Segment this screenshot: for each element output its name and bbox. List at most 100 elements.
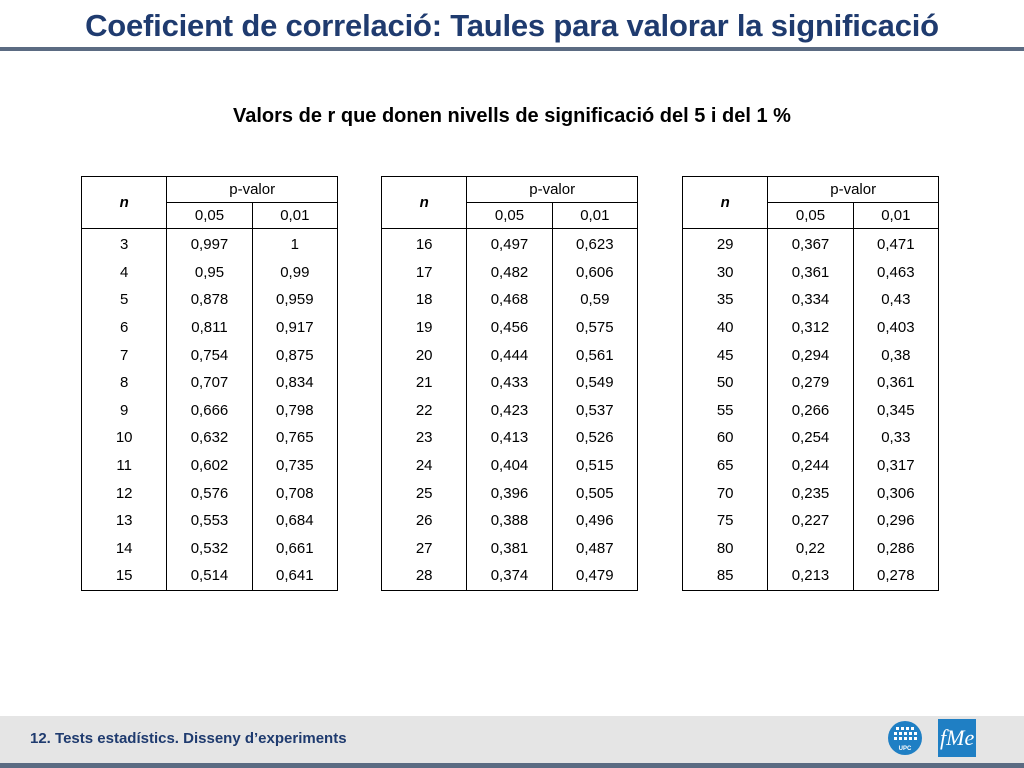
table-row: 9 0,666 0,798 [80, 396, 339, 425]
n-cell: 50 [681, 368, 769, 397]
table-row: 75 0,227 0,296 [681, 506, 940, 535]
table-row: 17 0,482 0,606 [380, 258, 639, 287]
table-row: 40 0,312 0,403 [681, 313, 940, 342]
r-005-cell: 0,334 [767, 286, 854, 314]
table-header-row: n p-valor [80, 176, 338, 229]
n-cell: 55 [681, 396, 769, 425]
r-001-cell: 0,278 [852, 562, 940, 591]
table-row: 16 0,497 0,623 [380, 228, 639, 259]
r-001-cell: 0,99 [251, 258, 339, 287]
r-001-cell: 0,537 [551, 396, 639, 425]
r-005-cell: 0,754 [166, 341, 253, 369]
r-001-cell: 1 [251, 228, 339, 259]
pvalue-005-header: 0,05 [166, 202, 253, 229]
table-row: 11 0,602 0,735 [80, 451, 339, 480]
r-005-cell: 0,381 [466, 534, 553, 563]
r-005-cell: 0,235 [767, 479, 854, 507]
title-divider [0, 47, 1024, 51]
n-cell: 25 [380, 479, 468, 507]
n-cell: 18 [380, 286, 468, 314]
table-row: 3 0,997 1 [80, 228, 339, 259]
r-001-cell: 0,561 [551, 341, 639, 369]
table-header-row: n p-valor [380, 176, 638, 229]
pvalue-001-header: 0,01 [251, 202, 339, 229]
n-cell: 10 [80, 424, 168, 452]
r-005-cell: 0,374 [466, 562, 553, 591]
r-001-cell: 0,834 [251, 368, 339, 397]
n-cell: 20 [380, 341, 468, 369]
slide-title: Coeficient de correlació: Taules para va… [85, 8, 939, 43]
n-cell: 8 [80, 368, 168, 397]
table-row: 12 0,576 0,708 [80, 479, 339, 507]
n-cell: 7 [80, 341, 168, 369]
r-001-cell: 0,38 [852, 341, 940, 369]
n-cell: 23 [380, 424, 468, 452]
table-row: 18 0,468 0,59 [380, 286, 639, 314]
n-cell: 85 [681, 562, 769, 591]
n-cell: 4 [80, 258, 168, 287]
table-row: 14 0,532 0,661 [80, 534, 339, 563]
footer-divider [0, 763, 1024, 768]
r-001-cell: 0,515 [551, 451, 639, 480]
correlation-table-1: n p-valor 0,05 0,01 3 0,997 1 4 0,95 0,99 5 0,878 0,… [80, 176, 339, 591]
r-001-cell: 0,33 [852, 424, 940, 452]
r-001-cell: 0,526 [551, 424, 639, 452]
pvalue-001-header: 0,01 [852, 202, 940, 229]
table-row: 26 0,388 0,496 [380, 506, 639, 535]
r-005-cell: 0,433 [466, 368, 553, 397]
n-cell: 13 [80, 506, 168, 535]
r-005-cell: 0,95 [166, 258, 253, 287]
table-row: 85 0,213 0,278 [681, 562, 940, 591]
r-001-cell: 0,403 [852, 313, 940, 342]
n-header: n [380, 176, 468, 229]
r-005-cell: 0,444 [466, 341, 553, 369]
r-005-cell: 0,413 [466, 424, 553, 452]
table-row: 50 0,279 0,361 [681, 368, 940, 397]
r-001-cell: 0,735 [251, 451, 339, 480]
r-005-cell: 0,811 [166, 313, 253, 342]
r-005-cell: 0,213 [767, 562, 854, 591]
n-cell: 75 [681, 506, 769, 535]
correlation-table-3: n p-valor 0,05 0,01 29 0,367 0,471 30 0,361 0,463… [681, 176, 940, 591]
table-header-row: n p-valor [681, 176, 939, 229]
table-row: 24 0,404 0,515 [380, 451, 639, 480]
r-005-cell: 0,367 [767, 228, 854, 259]
n-cell: 6 [80, 313, 168, 342]
r-005-cell: 0,497 [466, 228, 553, 259]
pvalue-header: p-valor [767, 176, 939, 203]
table-row: 35 0,334 0,43 [681, 286, 940, 314]
table-row: 28 0,374 0,479 [380, 562, 639, 591]
n-cell: 60 [681, 424, 769, 452]
r-001-cell: 0,286 [852, 534, 940, 563]
r-005-cell: 0,602 [166, 451, 253, 480]
table-row: 55 0,266 0,345 [681, 396, 940, 425]
n-cell: 15 [80, 562, 168, 591]
r-005-cell: 0,244 [767, 451, 854, 480]
n-cell: 30 [681, 258, 769, 287]
table-row: 45 0,294 0,38 [681, 341, 940, 369]
pvalue-001-header: 0,01 [551, 202, 639, 229]
r-005-cell: 0,632 [166, 424, 253, 452]
upc-logo-text: UPC [899, 746, 912, 752]
r-001-cell: 0,875 [251, 341, 339, 369]
n-cell: 26 [380, 506, 468, 535]
n-cell: 29 [681, 228, 769, 259]
table-row: 8 0,707 0,834 [80, 368, 339, 397]
table-row: 4 0,95 0,99 [80, 258, 339, 287]
pvalue-005-header: 0,05 [767, 202, 854, 229]
table-row: 15 0,514 0,641 [80, 562, 339, 591]
fme-logo-icon: fMe [938, 719, 976, 757]
r-001-cell: 0,623 [551, 228, 639, 259]
table-subheader-row: 0,05 0,01 [382, 202, 639, 229]
n-cell: 40 [681, 313, 769, 342]
r-001-cell: 0,959 [251, 286, 339, 314]
r-001-cell: 0,317 [852, 451, 940, 480]
table-row: 19 0,456 0,575 [380, 313, 639, 342]
r-001-cell: 0,684 [251, 506, 339, 535]
n-cell: 45 [681, 341, 769, 369]
r-005-cell: 0,707 [166, 368, 253, 397]
n-cell: 24 [380, 451, 468, 480]
table-row: 22 0,423 0,537 [380, 396, 639, 425]
n-cell: 65 [681, 451, 769, 480]
n-cell: 12 [80, 479, 168, 507]
